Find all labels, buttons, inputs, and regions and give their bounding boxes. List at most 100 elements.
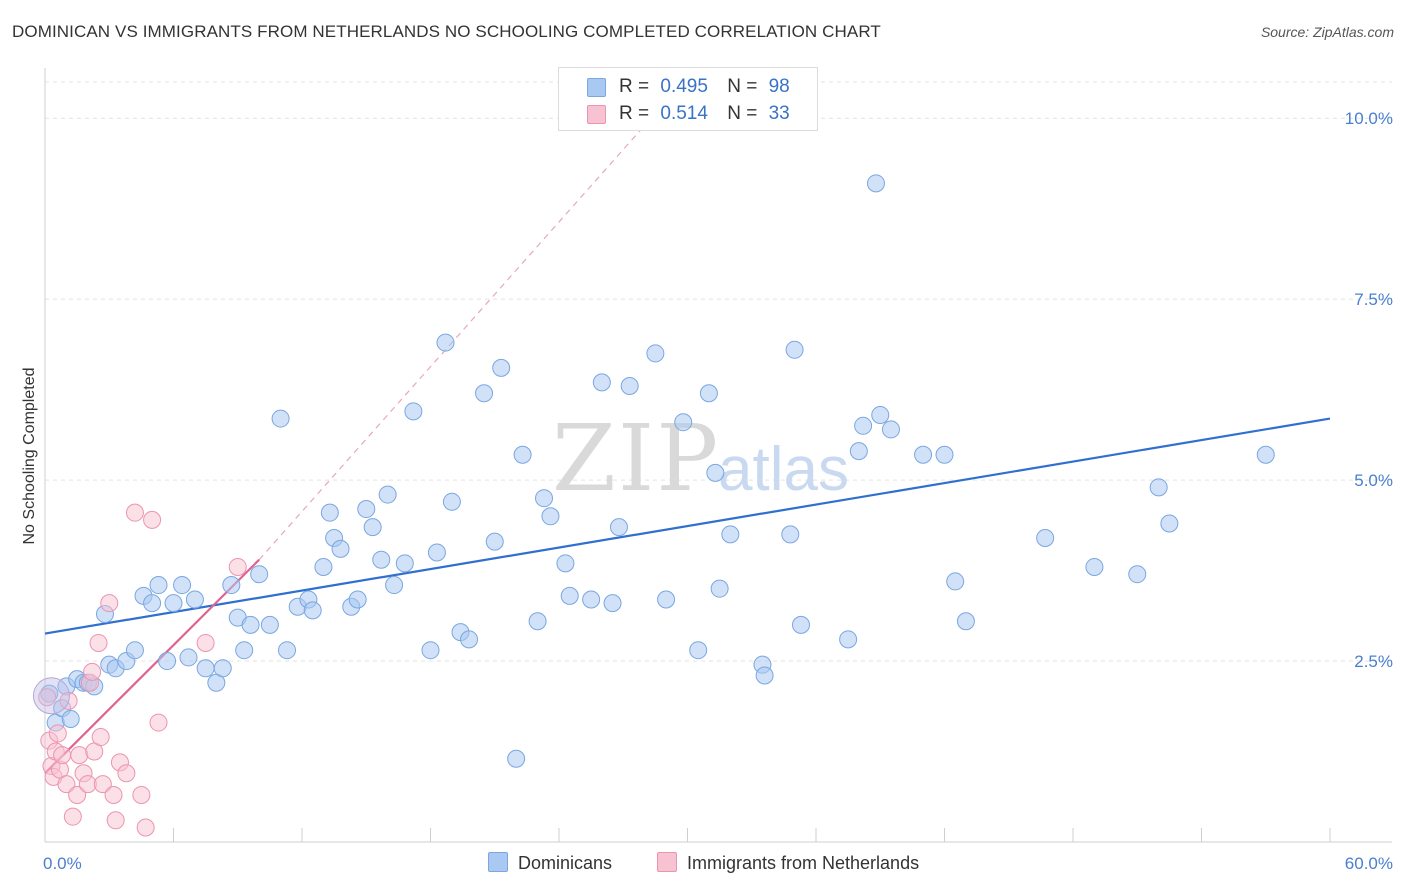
chart-source: Source: ZipAtlas.com bbox=[1260, 24, 1394, 40]
legend-swatch-blue bbox=[488, 852, 508, 872]
point-dominicans bbox=[541, 507, 560, 526]
point-dominicans bbox=[785, 340, 804, 359]
point-dominicans bbox=[250, 565, 269, 584]
point-dominicans bbox=[314, 557, 333, 576]
point-dominicans bbox=[556, 554, 575, 573]
point-dominicans bbox=[436, 333, 455, 352]
watermark-zip: ZIP bbox=[552, 405, 720, 512]
point-dominicans bbox=[755, 666, 774, 685]
point-dominicans bbox=[1085, 557, 1104, 576]
watermark-atlas: atlas bbox=[718, 435, 849, 504]
point-dominicans bbox=[689, 641, 708, 660]
point-dominicans bbox=[792, 615, 811, 634]
point-dominicans bbox=[881, 420, 900, 439]
point-dominicans bbox=[1149, 478, 1168, 497]
y-tick-label: 10.0% bbox=[1345, 109, 1393, 128]
point-dominicans bbox=[395, 554, 414, 573]
watermark: ZIP atlas bbox=[552, 405, 849, 512]
point-netherlands bbox=[106, 811, 125, 830]
grid-lines bbox=[45, 81, 1392, 662]
point-dominicans bbox=[185, 590, 204, 609]
point-dominicans bbox=[196, 659, 215, 678]
point-dominicans bbox=[781, 525, 800, 544]
y-tick-label: 7.5% bbox=[1354, 290, 1393, 309]
point-dominicans bbox=[427, 543, 446, 562]
legend-n-label: N = bbox=[727, 103, 758, 124]
point-dominicans bbox=[125, 641, 144, 660]
legend-r-value: 0.495 bbox=[660, 76, 708, 97]
point-netherlands bbox=[89, 633, 108, 652]
point-dominicans bbox=[485, 532, 504, 551]
point-dominicans bbox=[699, 384, 718, 403]
point-dominicans bbox=[657, 590, 676, 609]
point-dominicans bbox=[363, 518, 382, 537]
point-netherlands bbox=[149, 713, 168, 732]
point-dominicans bbox=[213, 659, 232, 678]
point-netherlands bbox=[93, 775, 112, 794]
point-dominicans bbox=[222, 576, 241, 595]
point-dominicans bbox=[946, 572, 965, 591]
point-dominicans bbox=[603, 594, 622, 613]
y-tick-label: 5.0% bbox=[1354, 471, 1393, 490]
legend-n-label: N = bbox=[727, 76, 758, 97]
point-dominicans bbox=[303, 601, 322, 620]
point-dominicans bbox=[385, 576, 404, 595]
point-dominicans bbox=[914, 445, 933, 464]
point-dominicans bbox=[849, 442, 868, 461]
point-netherlands bbox=[70, 746, 89, 765]
point-dominicans bbox=[164, 594, 183, 613]
legend-n-value: 98 bbox=[768, 76, 790, 97]
legend-n-value: 33 bbox=[768, 103, 790, 124]
point-dominicans bbox=[710, 579, 729, 598]
point-dominicans bbox=[646, 344, 665, 363]
legend-item-dominicans[interactable]: Dominicans bbox=[488, 852, 612, 874]
point-dominicans bbox=[839, 630, 858, 649]
point-netherlands bbox=[53, 746, 72, 765]
correlation-legend: R = 0.495 N = 98 R = 0.514 N = 33 bbox=[558, 67, 818, 131]
legend-label-dominicans: Dominicans bbox=[518, 853, 613, 873]
point-dominicans bbox=[179, 648, 198, 667]
point-dominicans bbox=[143, 594, 162, 613]
legend-item-netherlands[interactable]: Immigrants from Netherlands bbox=[657, 852, 919, 874]
point-netherlands bbox=[38, 688, 57, 707]
point-dominicans bbox=[721, 525, 740, 544]
point-dominicans bbox=[475, 384, 494, 403]
point-dominicans bbox=[513, 445, 532, 464]
point-netherlands bbox=[136, 818, 155, 837]
point-dominicans bbox=[507, 749, 526, 768]
legend-swatch-pink bbox=[587, 105, 606, 124]
legend-r-label: R = bbox=[619, 103, 650, 124]
point-dominicans bbox=[674, 413, 693, 432]
point-dominicans bbox=[378, 485, 397, 504]
point-dominicans bbox=[871, 405, 890, 424]
legend-r-label: R = bbox=[619, 76, 650, 97]
point-dominicans bbox=[372, 550, 391, 569]
point-netherlands bbox=[100, 594, 119, 613]
point-dominicans bbox=[592, 373, 611, 392]
point-dominicans bbox=[609, 518, 628, 537]
x-tick-label: 60.0% bbox=[1345, 854, 1393, 873]
y-tick-label: 2.5% bbox=[1354, 652, 1393, 671]
point-dominicans bbox=[620, 377, 639, 395]
point-dominicans bbox=[560, 586, 579, 605]
y-axis-label: No Schooling Completed bbox=[21, 368, 38, 545]
point-dominicans bbox=[706, 463, 725, 482]
point-dominicans bbox=[404, 402, 423, 421]
point-netherlands bbox=[78, 775, 97, 794]
legend-label-netherlands: Immigrants from Netherlands bbox=[687, 853, 920, 873]
point-netherlands bbox=[68, 785, 87, 804]
point-dominicans bbox=[528, 612, 547, 631]
chart-title: DOMINICAN VS IMMIGRANTS FROM NETHERLANDS… bbox=[12, 22, 881, 41]
point-dominicans bbox=[866, 174, 885, 193]
legend-r-value: 0.514 bbox=[660, 103, 708, 124]
point-dominicans bbox=[357, 500, 376, 519]
point-dominicans bbox=[582, 590, 601, 609]
point-dominicans bbox=[1128, 565, 1147, 584]
point-netherlands bbox=[63, 807, 82, 826]
point-dominicans bbox=[235, 641, 254, 660]
x-tick-label: 0.0% bbox=[43, 854, 82, 873]
point-netherlands bbox=[83, 662, 102, 681]
point-cluster bbox=[32, 677, 70, 715]
point-dominicans bbox=[442, 492, 461, 511]
